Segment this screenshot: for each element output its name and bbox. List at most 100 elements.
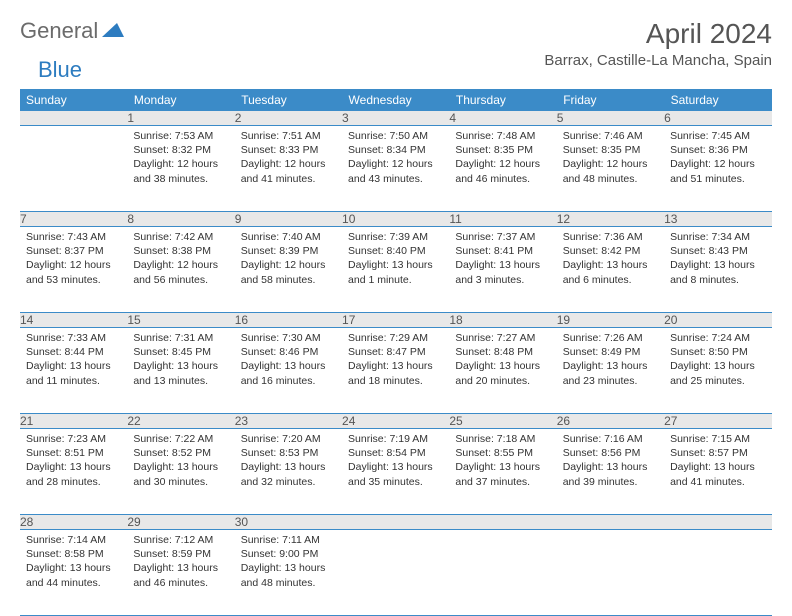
day-details: Sunrise: 7:15 AMSunset: 8:57 PMDaylight:… — [664, 429, 771, 492]
day-cell: Sunrise: 7:51 AMSunset: 8:33 PMDaylight:… — [235, 126, 342, 212]
day-details: Sunrise: 7:22 AMSunset: 8:52 PMDaylight:… — [127, 429, 234, 492]
day-cell: Sunrise: 7:53 AMSunset: 8:32 PMDaylight:… — [127, 126, 234, 212]
day-cell: Sunrise: 7:11 AMSunset: 9:00 PMDaylight:… — [235, 530, 342, 616]
day-details: Sunrise: 7:42 AMSunset: 8:38 PMDaylight:… — [127, 227, 234, 290]
day-number: 23 — [235, 414, 342, 429]
day-cell: Sunrise: 7:22 AMSunset: 8:52 PMDaylight:… — [127, 429, 234, 515]
day-cell: Sunrise: 7:39 AMSunset: 8:40 PMDaylight:… — [342, 227, 449, 313]
calendar-table: Sunday Monday Tuesday Wednesday Thursday… — [20, 89, 772, 616]
day-details: Sunrise: 7:50 AMSunset: 8:34 PMDaylight:… — [342, 126, 449, 189]
day-cell: Sunrise: 7:48 AMSunset: 8:35 PMDaylight:… — [449, 126, 556, 212]
day-cell: Sunrise: 7:18 AMSunset: 8:55 PMDaylight:… — [449, 429, 556, 515]
day-cell: Sunrise: 7:45 AMSunset: 8:36 PMDaylight:… — [664, 126, 771, 212]
day-number: 30 — [235, 515, 342, 530]
day-number: 18 — [449, 313, 556, 328]
day-cell: Sunrise: 7:27 AMSunset: 8:48 PMDaylight:… — [449, 328, 556, 414]
day-cell: Sunrise: 7:12 AMSunset: 8:59 PMDaylight:… — [127, 530, 234, 616]
weekday-header: Thursday — [449, 89, 556, 111]
day-details: Sunrise: 7:37 AMSunset: 8:41 PMDaylight:… — [449, 227, 556, 290]
day-cell — [449, 530, 556, 616]
day-number: 6 — [664, 111, 771, 126]
day-cell: Sunrise: 7:31 AMSunset: 8:45 PMDaylight:… — [127, 328, 234, 414]
day-content-row: Sunrise: 7:53 AMSunset: 8:32 PMDaylight:… — [20, 126, 772, 212]
weekday-header: Monday — [127, 89, 234, 111]
day-number: 9 — [235, 212, 342, 227]
weekday-header: Sunday — [20, 89, 127, 111]
day-details: Sunrise: 7:36 AMSunset: 8:42 PMDaylight:… — [557, 227, 664, 290]
day-details: Sunrise: 7:53 AMSunset: 8:32 PMDaylight:… — [127, 126, 234, 189]
day-number — [342, 515, 449, 530]
day-cell: Sunrise: 7:43 AMSunset: 8:37 PMDaylight:… — [20, 227, 127, 313]
weekday-header: Wednesday — [342, 89, 449, 111]
day-cell: Sunrise: 7:20 AMSunset: 8:53 PMDaylight:… — [235, 429, 342, 515]
day-details: Sunrise: 7:48 AMSunset: 8:35 PMDaylight:… — [449, 126, 556, 189]
day-cell — [557, 530, 664, 616]
day-number: 27 — [664, 414, 771, 429]
day-number: 19 — [557, 313, 664, 328]
day-cell: Sunrise: 7:34 AMSunset: 8:43 PMDaylight:… — [664, 227, 771, 313]
day-number-row: 282930 — [20, 515, 772, 530]
day-details: Sunrise: 7:19 AMSunset: 8:54 PMDaylight:… — [342, 429, 449, 492]
day-number: 22 — [127, 414, 234, 429]
day-content-row: Sunrise: 7:14 AMSunset: 8:58 PMDaylight:… — [20, 530, 772, 616]
day-details: Sunrise: 7:39 AMSunset: 8:40 PMDaylight:… — [342, 227, 449, 290]
day-content-row: Sunrise: 7:43 AMSunset: 8:37 PMDaylight:… — [20, 227, 772, 313]
day-number: 5 — [557, 111, 664, 126]
day-number: 28 — [20, 515, 127, 530]
day-details: Sunrise: 7:34 AMSunset: 8:43 PMDaylight:… — [664, 227, 771, 290]
weekday-header: Tuesday — [235, 89, 342, 111]
day-content-row: Sunrise: 7:33 AMSunset: 8:44 PMDaylight:… — [20, 328, 772, 414]
day-details: Sunrise: 7:12 AMSunset: 8:59 PMDaylight:… — [127, 530, 234, 593]
day-number: 11 — [449, 212, 556, 227]
day-details: Sunrise: 7:30 AMSunset: 8:46 PMDaylight:… — [235, 328, 342, 391]
day-details: Sunrise: 7:20 AMSunset: 8:53 PMDaylight:… — [235, 429, 342, 492]
day-number: 10 — [342, 212, 449, 227]
day-number-row: 123456 — [20, 111, 772, 126]
day-details: Sunrise: 7:43 AMSunset: 8:37 PMDaylight:… — [20, 227, 127, 290]
day-number: 25 — [449, 414, 556, 429]
day-cell: Sunrise: 7:42 AMSunset: 8:38 PMDaylight:… — [127, 227, 234, 313]
day-number: 1 — [127, 111, 234, 126]
day-cell — [664, 530, 771, 616]
day-number: 7 — [20, 212, 127, 227]
weekday-header-row: Sunday Monday Tuesday Wednesday Thursday… — [20, 89, 772, 111]
day-number — [557, 515, 664, 530]
day-details: Sunrise: 7:23 AMSunset: 8:51 PMDaylight:… — [20, 429, 127, 492]
day-details: Sunrise: 7:24 AMSunset: 8:50 PMDaylight:… — [664, 328, 771, 391]
month-title: April 2024 — [544, 18, 772, 50]
day-cell — [20, 126, 127, 212]
logo-text-general: General — [20, 18, 98, 44]
day-cell: Sunrise: 7:33 AMSunset: 8:44 PMDaylight:… — [20, 328, 127, 414]
day-cell: Sunrise: 7:15 AMSunset: 8:57 PMDaylight:… — [664, 429, 771, 515]
day-number: 2 — [235, 111, 342, 126]
day-cell: Sunrise: 7:16 AMSunset: 8:56 PMDaylight:… — [557, 429, 664, 515]
day-cell: Sunrise: 7:24 AMSunset: 8:50 PMDaylight:… — [664, 328, 771, 414]
logo-text-blue: Blue — [38, 57, 82, 82]
day-cell: Sunrise: 7:30 AMSunset: 8:46 PMDaylight:… — [235, 328, 342, 414]
day-number-row: 21222324252627 — [20, 414, 772, 429]
day-details: Sunrise: 7:26 AMSunset: 8:49 PMDaylight:… — [557, 328, 664, 391]
day-number: 4 — [449, 111, 556, 126]
day-details: Sunrise: 7:18 AMSunset: 8:55 PMDaylight:… — [449, 429, 556, 492]
day-number — [449, 515, 556, 530]
logo-triangle-icon — [102, 21, 124, 42]
day-number-row: 78910111213 — [20, 212, 772, 227]
day-number: 17 — [342, 313, 449, 328]
day-cell: Sunrise: 7:36 AMSunset: 8:42 PMDaylight:… — [557, 227, 664, 313]
day-cell: Sunrise: 7:29 AMSunset: 8:47 PMDaylight:… — [342, 328, 449, 414]
weekday-header: Friday — [557, 89, 664, 111]
day-number: 20 — [664, 313, 771, 328]
day-number: 26 — [557, 414, 664, 429]
day-cell: Sunrise: 7:14 AMSunset: 8:58 PMDaylight:… — [20, 530, 127, 616]
day-details: Sunrise: 7:33 AMSunset: 8:44 PMDaylight:… — [20, 328, 127, 391]
day-number — [664, 515, 771, 530]
day-cell: Sunrise: 7:40 AMSunset: 8:39 PMDaylight:… — [235, 227, 342, 313]
day-number: 16 — [235, 313, 342, 328]
day-details: Sunrise: 7:45 AMSunset: 8:36 PMDaylight:… — [664, 126, 771, 189]
day-number: 24 — [342, 414, 449, 429]
day-number: 8 — [127, 212, 234, 227]
day-number: 15 — [127, 313, 234, 328]
day-cell: Sunrise: 7:46 AMSunset: 8:35 PMDaylight:… — [557, 126, 664, 212]
day-details: Sunrise: 7:27 AMSunset: 8:48 PMDaylight:… — [449, 328, 556, 391]
day-cell: Sunrise: 7:50 AMSunset: 8:34 PMDaylight:… — [342, 126, 449, 212]
